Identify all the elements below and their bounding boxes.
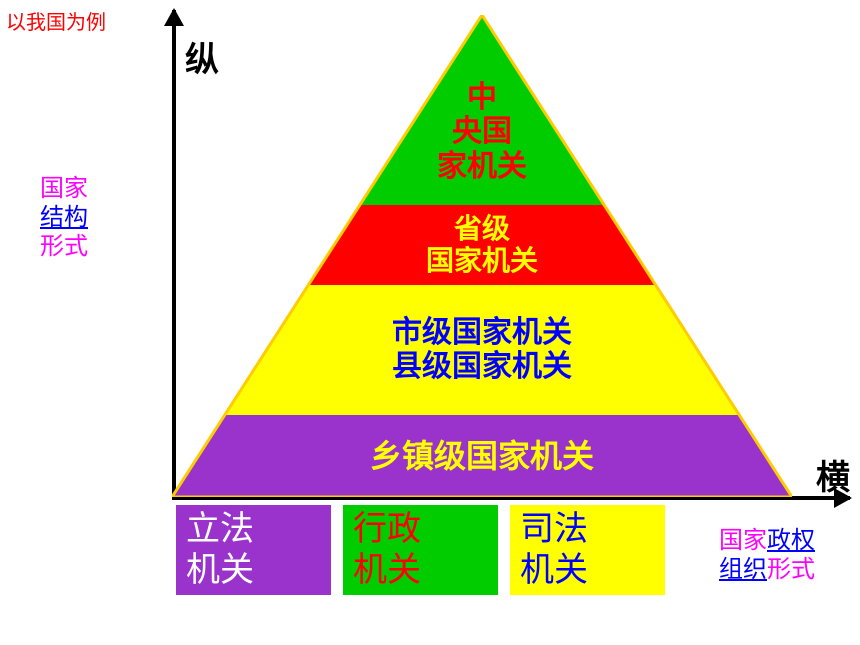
pyramid-level-0-line-2: 家机关	[437, 150, 527, 185]
right-label-2a: 组织	[719, 556, 767, 583]
category-1-line1: 行政	[353, 509, 498, 550]
pyramid-level-3: 乡镇级国家机关	[172, 415, 792, 497]
pyramid-level-1-line-0: 省级	[454, 213, 510, 245]
category-2-line2: 机关	[520, 550, 665, 591]
pyramid-level-2: 市级国家机关 县级国家机关	[172, 285, 792, 415]
pyramid-level-0: 中 央国 家机关	[172, 15, 792, 205]
right-label-1a: 国家	[719, 527, 767, 554]
pyramid-level-3-line-0: 乡镇级国家机关	[370, 438, 594, 475]
example-note: 以我国为例	[6, 6, 106, 35]
pyramid-level-1-line-1: 国家机关	[426, 245, 538, 277]
category-1-line2: 机关	[353, 550, 498, 591]
category-administrative: 行政 机关	[343, 505, 498, 595]
category-0-line1: 立法	[186, 509, 331, 550]
left-label-line2: 结构	[40, 204, 88, 231]
pyramid-level-0-line-0: 中	[467, 81, 497, 116]
pyramid-level-2-line-1: 县级国家机关	[392, 350, 572, 385]
pyramid-level-2-line-0: 市级国家机关	[392, 316, 572, 351]
category-2-line1: 司法	[520, 509, 665, 550]
pyramid: 中 央国 家机关 省级 国家机关 市级国家机关 县级国家机关 乡镇级国家机关	[172, 15, 792, 497]
left-label-line1: 国家	[40, 175, 88, 202]
category-row: 立法 机关 行政 机关 司法 机关	[176, 505, 665, 595]
right-regime-label: 国家政权 组织形式	[719, 527, 815, 585]
left-structure-label: 国家 结构 形式	[40, 175, 88, 261]
pyramid-level-0-line-1: 央国	[452, 115, 512, 150]
category-0-line2: 机关	[186, 550, 331, 591]
pyramid-level-1: 省级 国家机关	[172, 205, 792, 285]
x-axis-label: 横	[816, 450, 850, 499]
category-judicial: 司法 机关	[510, 505, 665, 595]
right-label-1b: 政权	[767, 527, 815, 554]
example-note-text: 以我国为例	[6, 12, 106, 34]
category-legislative: 立法 机关	[176, 505, 331, 595]
left-label-line3: 形式	[40, 233, 88, 260]
right-label-2b: 形式	[767, 556, 815, 583]
